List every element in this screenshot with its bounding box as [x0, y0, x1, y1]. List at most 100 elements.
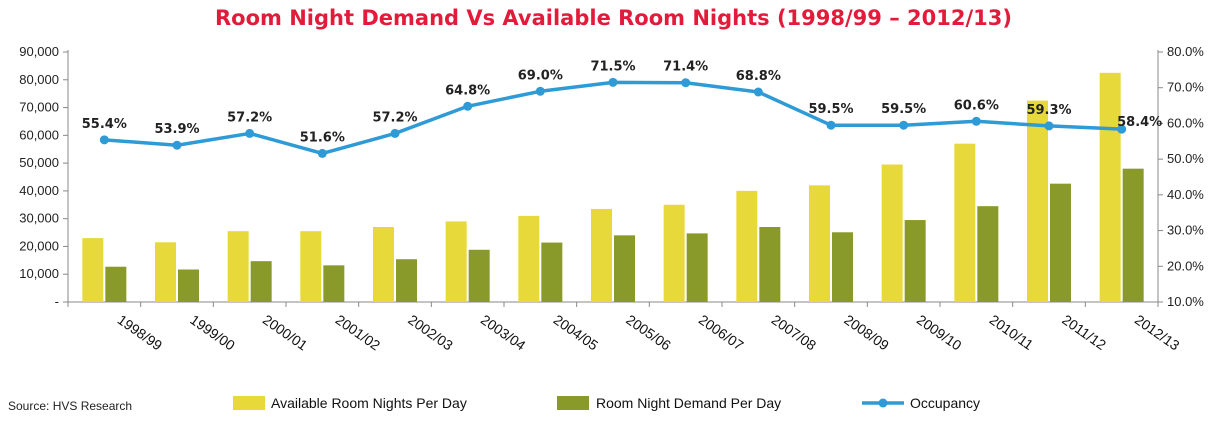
left-tick-label: 40,000: [19, 183, 59, 198]
right-tick-label: 40.0%: [1167, 187, 1204, 202]
left-tick-label: 70,000: [19, 100, 59, 115]
bar-available: [736, 190, 758, 302]
left-tick-label: 30,000: [19, 211, 59, 226]
axes: - 10,000 20,000 30,000 40,000 50,000 60,000 70,…: [19, 44, 1204, 354]
x-tick-label: 2010/11: [987, 311, 1037, 353]
occupancy-point: [899, 120, 909, 130]
data-labels: 55.4% 53.9% 57.2% 51.6% 57.2% 64.8% 69.0% 71.5%…: [82, 59, 1162, 145]
source-note: Source: HVS Research: [8, 399, 132, 413]
occupancy-point: [826, 120, 836, 130]
legend-swatch-demand: [557, 396, 589, 410]
bar-demand: [977, 206, 999, 302]
occupancy-point: [971, 116, 981, 126]
right-tick-label: 60.0%: [1167, 115, 1204, 130]
bar-demand: [832, 232, 853, 302]
bar-available: [1099, 72, 1121, 302]
left-tick-label: 20,000: [19, 238, 59, 253]
x-tick-label: 2012/13: [1132, 311, 1183, 353]
x-tick-label: 2011/12: [1059, 311, 1109, 353]
bar-available: [82, 238, 104, 302]
right-tick-label: 70.0%: [1167, 80, 1204, 95]
bar-available: [881, 164, 903, 302]
bar-available: [300, 231, 322, 302]
occupancy-point: [99, 135, 109, 145]
bar-available: [591, 208, 612, 302]
occupancy-point: [317, 148, 327, 158]
right-tick-label: 10.0%: [1167, 294, 1204, 309]
left-tick-label: 90,000: [19, 44, 59, 59]
occupancy-data-label: 60.6%: [954, 98, 999, 113]
occupancy-data-label: 57.2%: [372, 110, 417, 125]
x-tick-label: 1999/00: [187, 311, 238, 353]
left-tick-label: 60,000: [19, 127, 59, 142]
right-tick-label: 80.0%: [1167, 44, 1204, 59]
bar-demand: [468, 249, 490, 302]
legend-label-available: Available Room Nights Per Day: [271, 395, 467, 411]
occupancy-point: [390, 128, 400, 138]
occupancy-data-label: 58.4%: [1117, 115, 1162, 130]
occupancy-point: [1117, 124, 1127, 134]
bar-available: [518, 215, 540, 302]
left-tick-label: 50,000: [19, 155, 59, 170]
bar-available: [1027, 100, 1048, 302]
right-tick-label: 20.0%: [1167, 258, 1204, 273]
x-tick-label: 2002/03: [405, 311, 456, 353]
x-tick-label: 2009/10: [914, 311, 965, 353]
x-tick-label: 2004/05: [551, 311, 602, 353]
occupancy-data-label: 59.3%: [1026, 103, 1071, 118]
occupancy-line: [99, 77, 1127, 158]
bar-demand: [250, 261, 272, 302]
legend-label-demand: Room Night Demand Per Day: [596, 395, 781, 411]
occupancy-point: [1044, 121, 1054, 131]
occupancy-point: [245, 128, 255, 138]
bar-demand: [105, 266, 127, 302]
left-tick-label: -: [55, 294, 59, 309]
occupancy-data-label: 69.0%: [518, 68, 563, 83]
occupancy-data-label: 71.5%: [590, 59, 635, 74]
x-tick-label: 2001/02: [333, 311, 384, 353]
right-tick-label: 50.0%: [1167, 151, 1204, 166]
occupancy-data-label: 71.4%: [663, 60, 708, 75]
bar-demand: [686, 233, 708, 302]
bar-available: [227, 231, 249, 302]
occupancy-data-label: 59.5%: [808, 102, 853, 117]
left-tick-label: 80,000: [19, 72, 59, 87]
bar-available: [155, 242, 176, 302]
bar-demand: [323, 265, 345, 302]
occupancy-point: [681, 78, 691, 88]
left-tick-label: 10,000: [19, 266, 59, 281]
occupancy-data-label: 59.5%: [881, 102, 926, 117]
x-tick-label: 2005/06: [623, 311, 674, 353]
bar-demand: [759, 227, 781, 302]
bar-demand: [904, 220, 926, 302]
bar-demand: [178, 269, 199, 302]
legend-label-occupancy: Occupancy: [910, 395, 980, 411]
legend-swatch-available: [233, 396, 265, 410]
occupancy-point: [608, 77, 618, 87]
bar-demand: [614, 235, 635, 302]
occupancy-point: [753, 87, 763, 97]
x-tick-label: 2008/09: [841, 311, 892, 353]
bar-available: [954, 143, 976, 302]
occupancy-data-label: 57.2%: [227, 110, 272, 125]
bar-demand: [396, 259, 417, 302]
occupancy-data-label: 55.4%: [82, 117, 127, 132]
bar-available: [445, 221, 467, 302]
occupancy-data-label: 64.8%: [445, 83, 490, 98]
bar-demand: [1050, 183, 1071, 302]
x-tick-label: 2007/08: [769, 311, 820, 353]
occupancy-point: [172, 140, 182, 150]
x-tick-label: 1998/99: [115, 311, 166, 353]
chart-title: Room Night Demand Vs Available Room Nigh…: [215, 6, 1012, 30]
bar-available: [809, 185, 830, 302]
legend-swatch-occupancy-marker: [878, 398, 888, 408]
occupancy-point: [535, 86, 545, 96]
x-tick-label: 2003/04: [478, 311, 529, 353]
bar-available: [373, 227, 394, 302]
right-tick-label: 30.0%: [1167, 223, 1204, 238]
occupancy-point: [463, 101, 473, 111]
bar-demand: [541, 242, 563, 302]
bar-available: [663, 204, 685, 302]
occupancy-data-label: 51.6%: [300, 130, 345, 145]
